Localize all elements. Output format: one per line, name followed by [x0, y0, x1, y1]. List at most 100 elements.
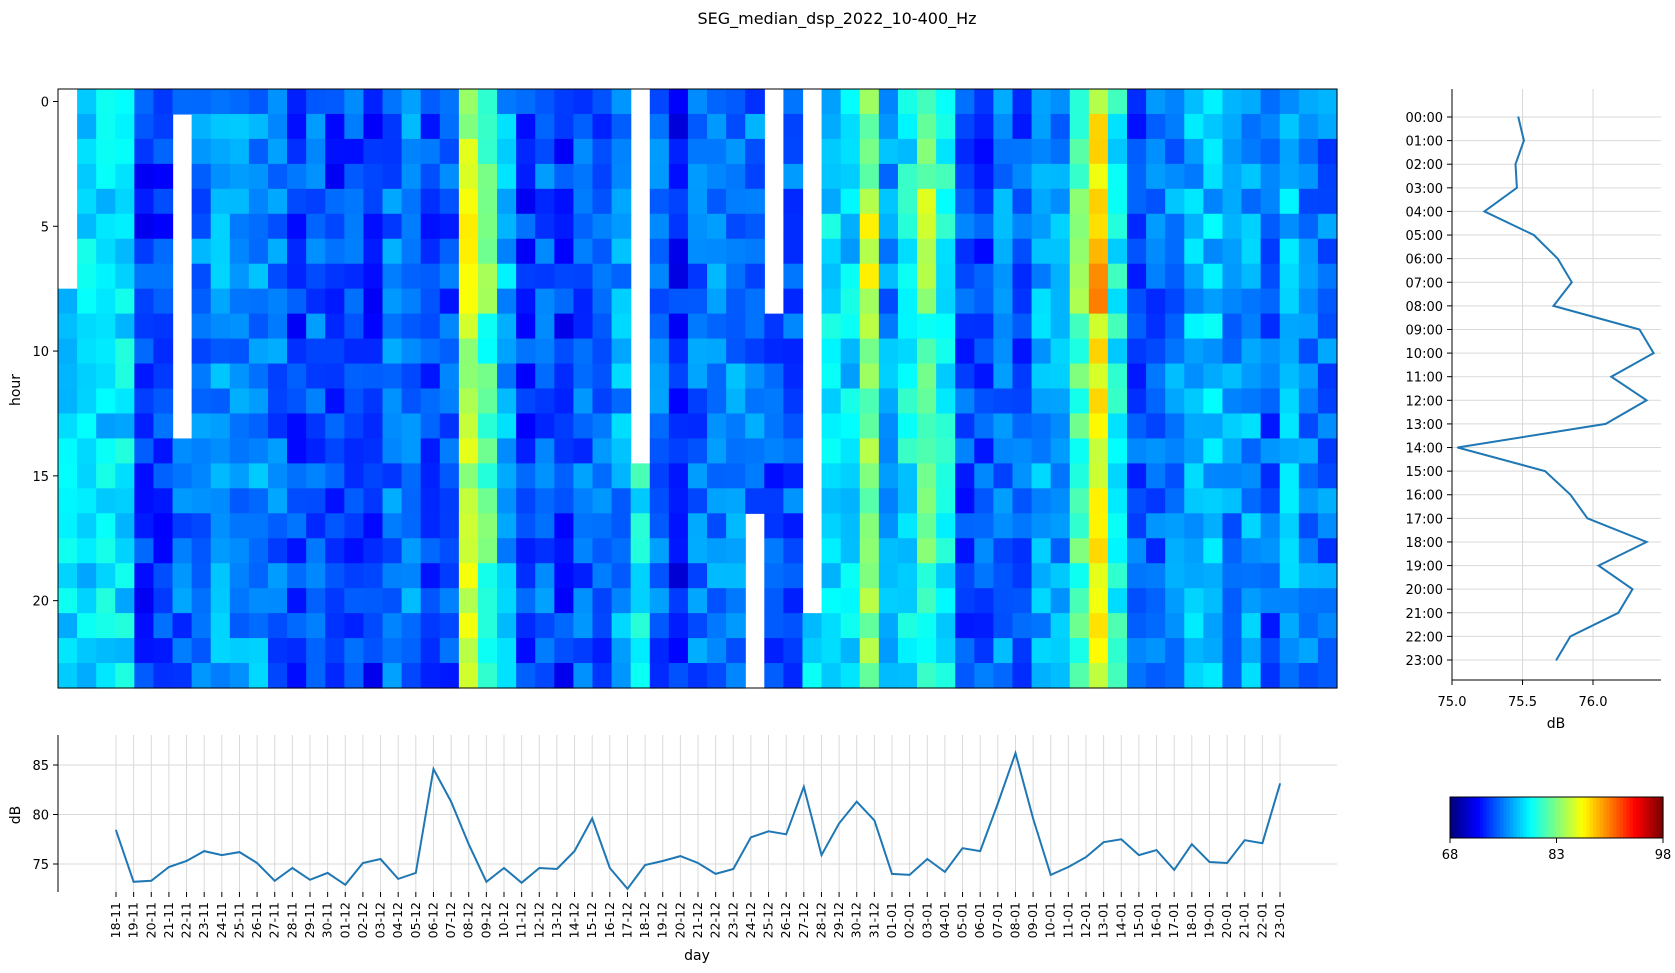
heatmap-cell — [77, 613, 97, 639]
heatmap-cell — [287, 188, 307, 215]
heatmap-cell — [745, 313, 765, 340]
colorbar-step — [1519, 797, 1524, 838]
heatmap-cell — [477, 89, 498, 115]
daily-line-x-tick-label: 08-12 — [461, 902, 476, 938]
heatmap-cell — [77, 588, 97, 614]
heatmap-cell — [1088, 538, 1109, 564]
hourly-profile-y-tick-label: 15:00 — [1406, 465, 1443, 480]
heatmap-cell — [477, 388, 498, 415]
heatmap-cell — [573, 213, 594, 240]
heatmap-cell — [1146, 538, 1166, 564]
heatmap-cell — [516, 138, 536, 165]
heatmap-cell — [1012, 563, 1033, 589]
heatmap-cell — [878, 238, 899, 265]
heatmap-cell — [1260, 613, 1281, 639]
heatmap-cells — [58, 89, 1338, 689]
heatmap-cell — [897, 638, 918, 664]
heatmap-cell — [1279, 263, 1300, 290]
hourly-profile-point — [1597, 564, 1600, 567]
heatmap-cell — [1279, 338, 1300, 365]
heatmap-cell — [821, 613, 842, 639]
heatmap-cell — [1222, 213, 1243, 240]
heatmap-cell — [840, 438, 861, 464]
heatmap-cell — [554, 138, 575, 165]
hourly-profile-points — [1456, 116, 1655, 661]
heatmap-cell — [878, 638, 899, 664]
daily-line-point — [1208, 861, 1211, 863]
colorbar-step — [1450, 797, 1454, 838]
heatmap-cell — [58, 513, 78, 539]
heatmap-cell — [554, 388, 575, 415]
heatmap-cell — [497, 238, 517, 265]
heatmap-cell — [363, 613, 384, 639]
daily-line-x-tick-label: 20-01 — [1219, 902, 1234, 938]
heatmap-cell — [77, 138, 97, 165]
heatmap-cell — [1279, 413, 1300, 440]
heatmap-cell — [1031, 238, 1052, 265]
heatmap-cell — [96, 613, 116, 639]
heatmap-cell — [1088, 413, 1109, 440]
heatmap-cell — [420, 538, 441, 564]
heatmap-cell — [1012, 663, 1033, 689]
heatmap-cell — [1241, 89, 1262, 115]
heatmap-cell — [726, 163, 746, 190]
daily-line-x-tick-label: 09-12 — [478, 902, 493, 938]
heatmap-cell — [592, 138, 613, 165]
heatmap-cell — [668, 438, 689, 464]
heatmap-cell — [687, 163, 708, 190]
heatmap-cell — [1222, 263, 1243, 290]
heatmap-cell — [1031, 213, 1052, 240]
heatmap-cell — [707, 263, 727, 290]
heatmap-cell — [974, 113, 994, 140]
heatmap-cell — [745, 238, 765, 265]
heatmap-cell — [764, 463, 784, 489]
heatmap-cell — [1260, 263, 1281, 290]
heatmap-cell — [1107, 638, 1128, 664]
heatmap-cell — [344, 613, 365, 639]
heatmap-cell — [1050, 613, 1071, 639]
heatmap-cell — [248, 113, 269, 140]
heatmap-cell — [764, 413, 784, 440]
heatmap-cell — [1298, 413, 1319, 440]
daily-line-point — [803, 786, 805, 788]
heatmap-cell — [917, 613, 937, 639]
daily-line-x-tick-label: 13-01 — [1096, 902, 1111, 938]
heatmap-cell — [229, 338, 250, 365]
heatmap-cell — [401, 238, 422, 265]
heatmap-cell — [573, 613, 594, 639]
heatmap-cell — [439, 513, 460, 539]
heatmap-cell — [878, 313, 899, 340]
heatmap-cell — [974, 663, 994, 689]
heatmap-cell — [458, 588, 479, 614]
colorbar-step — [1463, 797, 1468, 838]
heatmap-cell — [134, 513, 155, 539]
hourly-profile-y-tick-label: 19:00 — [1406, 560, 1443, 575]
heatmap-cell — [1241, 338, 1262, 365]
heatmap-cell — [420, 663, 441, 689]
heatmap-cell — [363, 313, 384, 340]
heatmap-cell — [363, 288, 384, 315]
heatmap-cell — [840, 363, 861, 390]
heatmap-cell — [878, 89, 899, 115]
hourly-profile-y-tick-label: 20:00 — [1406, 583, 1443, 598]
heatmap-cell — [535, 89, 555, 115]
hourly-profile-point — [1652, 352, 1655, 354]
heatmap-cell — [420, 163, 441, 190]
heatmap-cell — [267, 563, 288, 589]
daily-line-x-tick-label: 04-01 — [937, 902, 952, 938]
heatmap-cell — [1146, 363, 1166, 390]
heatmap-cell — [1127, 363, 1147, 390]
heatmap-cell — [344, 238, 365, 265]
heatmap-cell — [707, 238, 727, 265]
heatmap-cell — [267, 513, 288, 539]
heatmap-cell — [554, 338, 575, 365]
daily-line-x-tick-label: 22-01 — [1254, 902, 1269, 938]
daily-line-x-tick-label: 25-11 — [231, 902, 246, 938]
heatmap-cell — [668, 563, 689, 589]
heatmap-cell — [878, 188, 899, 215]
heatmap-cell — [363, 89, 384, 115]
heatmap-cell — [325, 363, 345, 390]
heatmap-cell — [764, 313, 784, 340]
heatmap-cell — [115, 188, 135, 215]
